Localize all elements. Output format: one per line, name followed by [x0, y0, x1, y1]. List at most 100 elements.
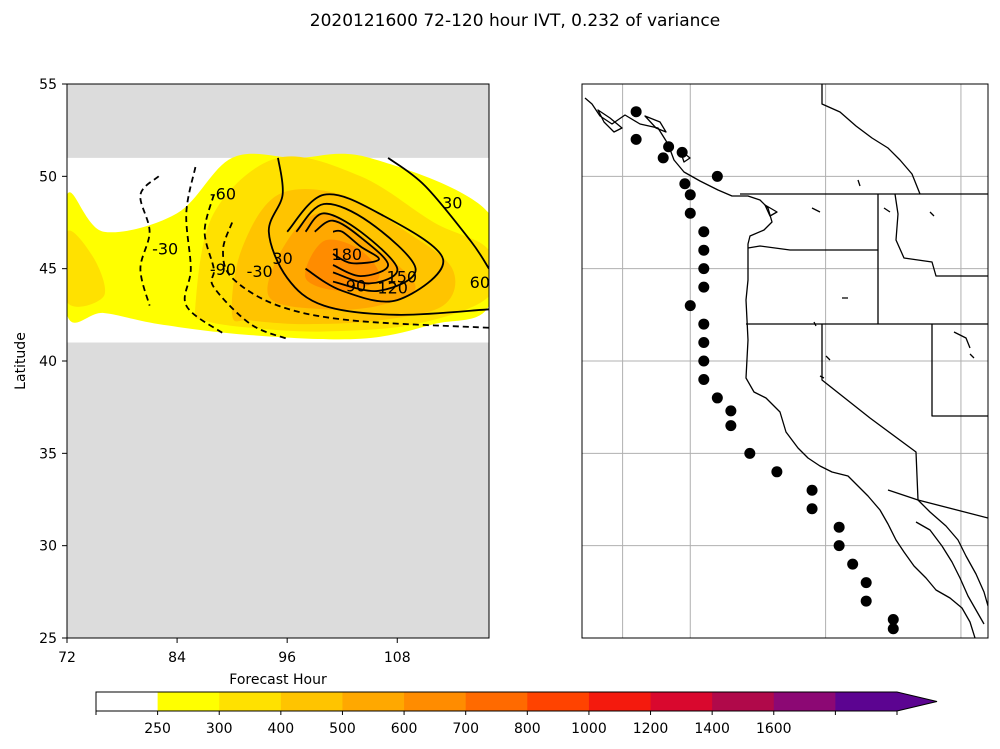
contour-label: 150	[387, 267, 418, 286]
y-axis-ticks: 25 30 35 40 45 50 55	[39, 77, 67, 647]
station-marker	[833, 521, 845, 533]
contour-line--30	[139, 175, 160, 306]
colorbar-segment	[342, 692, 405, 711]
station-marker	[698, 263, 710, 275]
colorbar-tick-label: 300	[206, 721, 233, 737]
contour-label: 90	[346, 277, 366, 296]
station-marker	[630, 133, 642, 145]
x-tick-label: 84	[168, 650, 186, 666]
colorbar-segment	[835, 692, 898, 711]
colorbar-tick-label: 500	[329, 721, 356, 737]
station-marker	[698, 281, 710, 293]
coastline-islands	[597, 109, 778, 217]
line-contours	[139, 157, 489, 340]
x-axis-label: Forecast Hour	[229, 672, 327, 688]
station-marker	[676, 146, 688, 158]
colorbar-segment	[96, 692, 159, 711]
contour-label: 30	[442, 194, 462, 213]
contour-label: 60	[470, 273, 490, 292]
colorbar-tick-label: 1200	[633, 721, 669, 737]
filled-contour-300	[67, 230, 106, 307]
colorbar-segment	[650, 692, 713, 711]
station-marker	[698, 355, 710, 367]
station-marker	[544, 54, 555, 65]
map-geography	[584, 84, 988, 638]
state-border-wa-or	[747, 245, 878, 251]
y-tick-label: 35	[39, 446, 57, 462]
station-marker	[698, 337, 710, 349]
station-marker	[663, 141, 675, 153]
coastline	[584, 97, 976, 638]
contour-line--60	[203, 194, 288, 340]
colorbar-segments	[95, 691, 938, 712]
station-marker	[698, 318, 710, 330]
station-marker	[711, 170, 723, 182]
lakes	[811, 179, 975, 379]
contour-line-120	[304, 212, 399, 285]
colorbar-tick-label: 800	[514, 721, 541, 737]
colorbar-outline	[95, 691, 938, 712]
contour-label: -60	[210, 184, 236, 203]
x-tick-label: 96	[278, 650, 296, 666]
contour-line-150	[314, 219, 390, 278]
colorbar-ticks: 250 300 400 500 600 700 800 1000 1200 1400 1600	[95, 711, 898, 737]
filled-contour-600	[305, 239, 380, 291]
contour-label: -30	[247, 262, 273, 281]
colorbar: 250 300 400 500 600 700 800 1000 1200 1400 1600	[95, 691, 938, 737]
canada-provinces	[821, 84, 921, 195]
figure-title: 2020121600 72-120 hour IVT, 0.232 of var…	[310, 11, 720, 31]
colorbar-segment	[712, 692, 775, 711]
station-marker	[684, 300, 696, 312]
y-axis-label: Latitude	[13, 332, 29, 390]
contour-line-30	[387, 157, 489, 270]
station-marker	[725, 420, 737, 432]
contour-label: 30	[272, 249, 292, 268]
contour-line-60	[286, 193, 445, 303]
station-markers	[544, 54, 899, 635]
colorbar-tick-label: 1600	[756, 721, 792, 737]
station-marker	[725, 405, 737, 417]
colorbar-segment	[773, 692, 836, 711]
station-marker	[698, 373, 710, 385]
station-marker	[657, 152, 669, 164]
y-tick-label: 30	[39, 539, 57, 555]
station-marker	[684, 207, 696, 219]
colorbar-segment	[280, 692, 343, 711]
us-mexico-border	[887, 489, 988, 519]
colorbar-tick-label: 600	[391, 721, 418, 737]
map-axes-frame	[581, 83, 989, 639]
y-tick-label: 25	[39, 631, 57, 647]
colorbar-segment	[465, 692, 528, 711]
colorbar-segment	[404, 692, 467, 711]
state-border-nv-ut	[931, 324, 988, 417]
x-tick-label: 108	[384, 650, 411, 666]
y-tick-label: 40	[39, 354, 57, 370]
state-border-id-mt	[894, 193, 988, 277]
contour-line--30	[183, 166, 224, 335]
station-marker	[860, 595, 872, 607]
x-tick-label: 72	[58, 650, 76, 666]
contour-label: -90	[210, 260, 236, 279]
station-marker	[860, 577, 872, 589]
station-marker	[698, 244, 710, 256]
station-marker	[679, 178, 691, 190]
state-border-ca-nv	[821, 324, 919, 501]
station-marker	[806, 503, 818, 515]
colorbar-segment	[219, 692, 282, 711]
colorbar-tick-label: 1400	[694, 721, 730, 737]
colorbar-tick-label: 700	[452, 721, 479, 737]
station-marker	[806, 484, 818, 496]
station-marker	[744, 447, 756, 459]
colorbar-tick-label: 250	[144, 721, 171, 737]
gulf-coast	[915, 521, 985, 625]
contour-line-180	[332, 229, 380, 265]
station-marker	[771, 466, 783, 478]
colorbar-segment	[527, 692, 590, 711]
station-marker	[833, 540, 845, 552]
y-tick-label: 45	[39, 262, 57, 278]
station-marker	[847, 558, 859, 570]
contour-label: -30	[152, 240, 178, 259]
